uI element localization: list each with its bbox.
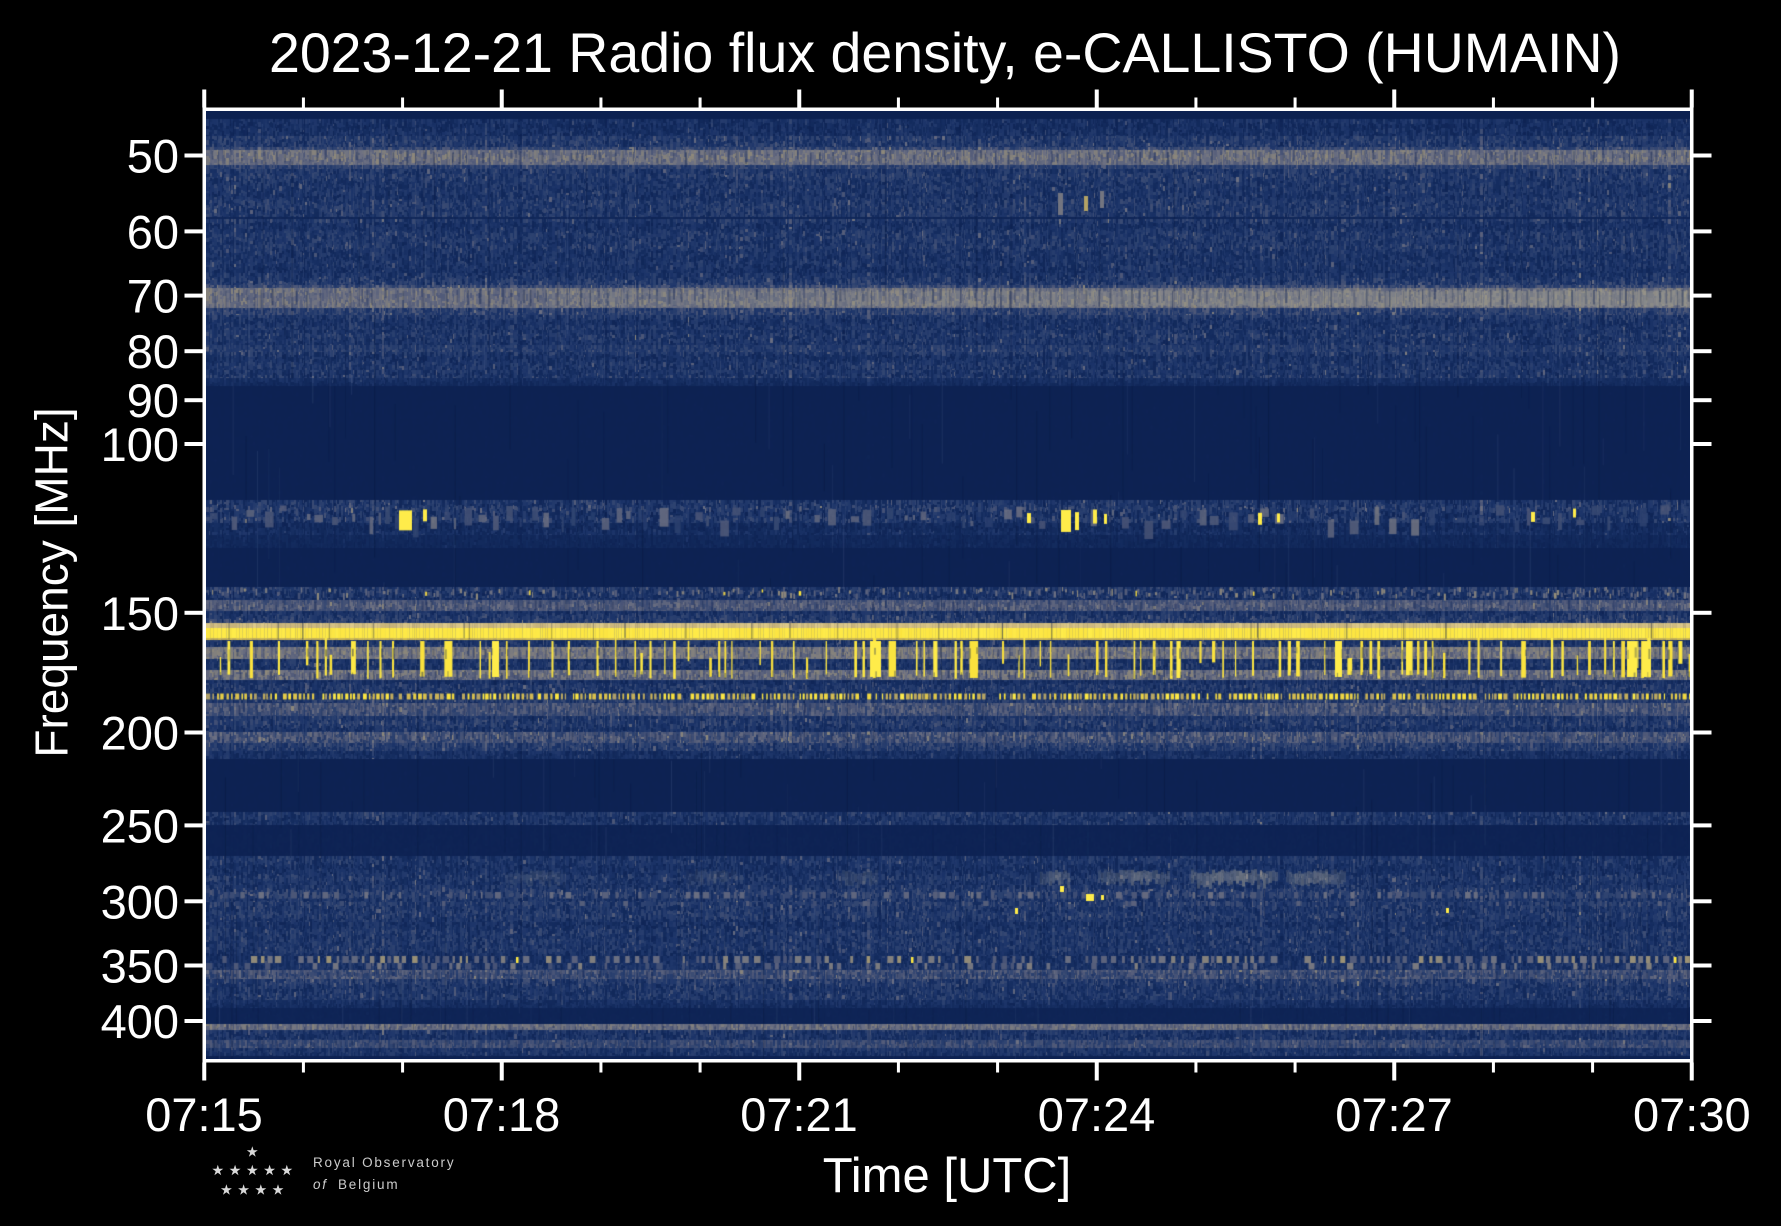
svg-text:07:18: 07:18	[443, 1088, 561, 1141]
svg-text:2023-12-21 Radio flux density,: 2023-12-21 Radio flux density, e-CALLIST…	[269, 22, 1621, 84]
svg-text:350: 350	[101, 940, 179, 993]
svg-text:80: 80	[127, 325, 179, 378]
svg-text:300: 300	[101, 875, 179, 928]
svg-text:Time [UTC]: Time [UTC]	[823, 1149, 1072, 1203]
svg-text:90: 90	[127, 374, 179, 427]
svg-text:Belgium: Belgium	[338, 1177, 399, 1192]
svg-text:70: 70	[127, 270, 179, 323]
svg-text:of: of	[313, 1177, 328, 1192]
svg-text:400: 400	[101, 995, 179, 1048]
svg-text:07:30: 07:30	[1633, 1088, 1751, 1141]
svg-text:60: 60	[127, 205, 179, 258]
svg-text:Royal Observatory: Royal Observatory	[313, 1155, 455, 1170]
svg-text:50: 50	[127, 130, 179, 183]
svg-text:07:27: 07:27	[1335, 1088, 1453, 1141]
svg-text:200: 200	[101, 707, 179, 760]
svg-text:100: 100	[101, 418, 179, 471]
svg-text:150: 150	[101, 587, 179, 640]
svg-text:07:15: 07:15	[145, 1088, 263, 1141]
svg-text:250: 250	[101, 799, 179, 852]
svg-text:07:21: 07:21	[740, 1088, 858, 1141]
svg-text:Frequency [MHz]: Frequency [MHz]	[26, 407, 78, 757]
svg-text:07:24: 07:24	[1038, 1088, 1156, 1141]
